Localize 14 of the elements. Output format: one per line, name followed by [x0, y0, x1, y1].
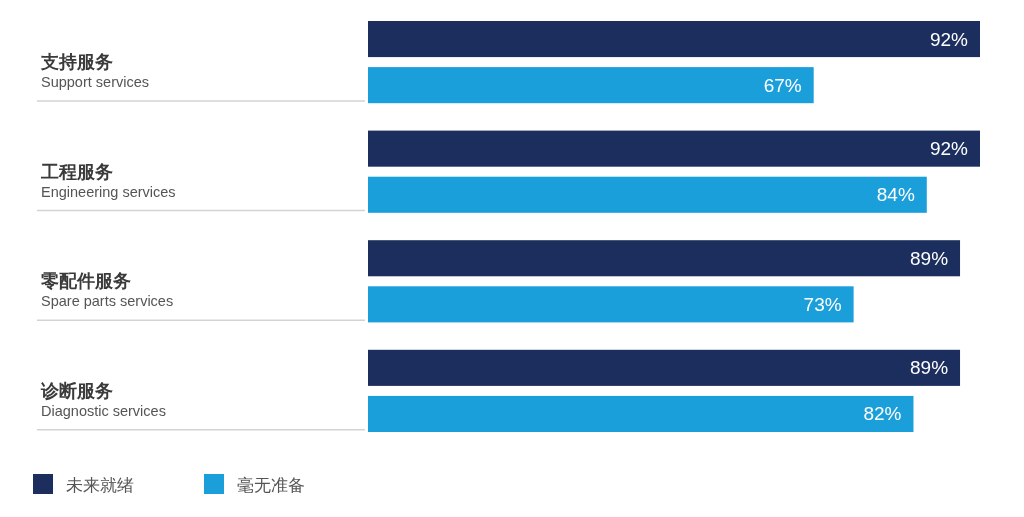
- y-tick-label: 诊断服务 Diagnostic services: [40, 380, 166, 419]
- data-label: 89%: [910, 357, 949, 379]
- data-label: 82%: [863, 403, 902, 425]
- legend-label: 毫无准备: [237, 476, 305, 494]
- data-label: 92%: [929, 28, 969, 50]
- y-tick-label: 支持服务 Support services: [40, 52, 149, 90]
- y-tick-label: 工程服务 Engineering services: [40, 161, 176, 200]
- legend-label: 未来就绪: [66, 476, 134, 494]
- data-label: 92%: [929, 138, 969, 160]
- data-label: 67%: [763, 74, 802, 96]
- data-label: 73%: [803, 293, 842, 315]
- data-label: 84%: [876, 184, 915, 206]
- data-label: 89%: [910, 247, 949, 269]
- y-tick-label: 零配件服务 Spare parts services: [41, 271, 174, 310]
